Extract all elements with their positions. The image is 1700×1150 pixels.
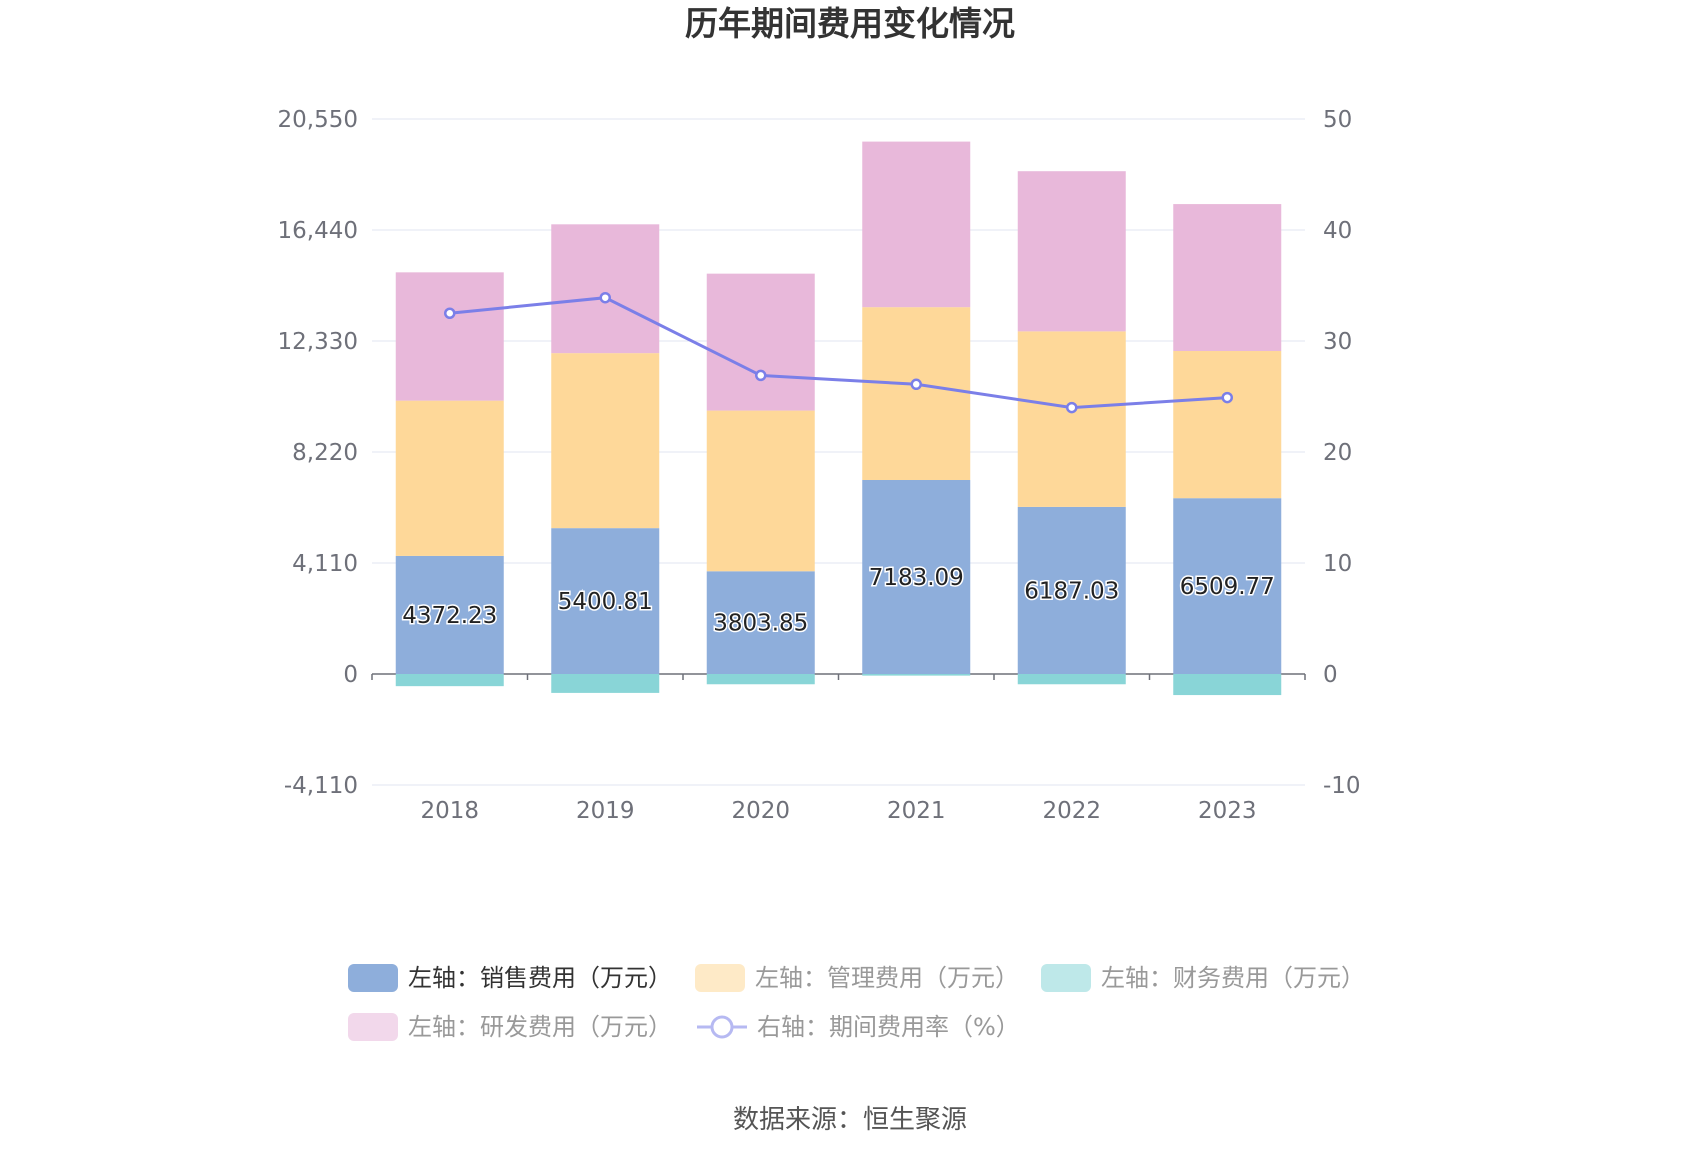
- bar-labels: 4372.23 5400.81 3803.85 7183.09 6187.03 6509.…: [401, 564, 1277, 639]
- bar-segment-s3-2019: [551, 224, 660, 354]
- legend-label: 右轴：期间费用率（%）: [757, 1013, 1020, 1041]
- legend-item[interactable]: 左轴：管理费用（万元）: [695, 964, 1019, 992]
- bar-segment-s0-2022: [1017, 506, 1126, 674]
- bar-segment-s2-2020: [706, 674, 815, 685]
- left-tick-label: 8,220: [292, 440, 358, 466]
- legend-label: 左轴：销售费用（万元）: [408, 964, 672, 992]
- rate-point-2019: [599, 291, 611, 304]
- bar-segment-s1-2020: [706, 410, 815, 572]
- bar-segment-s0-2023: [1173, 498, 1282, 674]
- right-tick-label: 10: [1323, 551, 1352, 577]
- bar-segment-s1-2022: [1017, 331, 1126, 507]
- x-axis: 2018 2019 2020 2021 2022 2023: [371, 674, 1306, 824]
- x-tick-label: 2023: [1198, 798, 1257, 824]
- chart-title: 历年期间费用变化情况: [685, 4, 1015, 43]
- bar-value-label: 6187.03: [1024, 578, 1119, 604]
- rate-point-2022: [1066, 401, 1078, 414]
- left-tick-label: 20,550: [278, 107, 358, 133]
- bar-segment-s1-2018: [395, 400, 504, 556]
- legend-item[interactable]: 左轴：财务费用（万元）: [1041, 964, 1365, 992]
- rate-point-2023: [1221, 391, 1233, 404]
- rate-point-2018: [444, 307, 456, 319]
- right-tick-label: 40: [1323, 218, 1352, 244]
- bar-value-label: 6509.77: [1180, 574, 1275, 600]
- bar-segment-s0-2019: [551, 528, 660, 674]
- bar-segment-s0-2018: [395, 555, 504, 674]
- bar-segment-s1-2019: [551, 353, 660, 529]
- bar-value-label: 4372.23: [402, 603, 497, 629]
- bar-segment-s1-2023: [1173, 350, 1282, 499]
- rate-line-path: [449, 296, 1228, 410]
- bar-segment-s0-2020: [706, 571, 815, 674]
- left-tick-label: -4,110: [284, 773, 358, 799]
- bar-segment-s2-2018: [395, 674, 504, 687]
- legend-item[interactable]: 左轴：研发费用（万元）: [348, 1013, 672, 1041]
- bar-segment-s3-2021: [862, 141, 971, 308]
- rate-point-2020: [755, 369, 767, 382]
- legend-swatch: [1041, 964, 1091, 992]
- left-tick-label: 12,330: [278, 329, 358, 355]
- rate-line: [444, 291, 1233, 414]
- right-axis: -10 0 10 20 30 40 50: [1323, 107, 1361, 799]
- rate-point-2021: [910, 378, 922, 391]
- bar-value-label: 5400.81: [558, 589, 653, 615]
- bar-segment-s3-2023: [1173, 204, 1282, 351]
- legend[interactable]: 左轴：销售费用（万元） 左轴：管理费用（万元） 左轴：财务费用（万元） 左轴：研发费用…: [348, 964, 1365, 1041]
- legend-item[interactable]: 右轴：期间费用率（%）: [697, 1013, 1020, 1041]
- legend-label: 左轴：财务费用（万元）: [1101, 964, 1365, 992]
- legend-swatch: [348, 964, 398, 992]
- right-tick-label: -10: [1323, 773, 1361, 799]
- left-axis: -4,110 0 4,110 8,220 12,330 16,440 20,550: [278, 107, 358, 799]
- left-tick-label: 0: [343, 662, 358, 688]
- bar-segment-s2-2022: [1017, 674, 1126, 685]
- legend-marker: [710, 1015, 734, 1039]
- left-tick-label: 4,110: [292, 551, 358, 577]
- bar-segment-s2-2021: [862, 674, 971, 676]
- legend-item[interactable]: 左轴：销售费用（万元）: [348, 964, 672, 992]
- right-tick-label: 0: [1323, 662, 1338, 688]
- bar-segment-s3-2018: [395, 272, 504, 401]
- bar-segment-s1-2021: [862, 307, 971, 481]
- legend-label: 左轴：研发费用（万元）: [408, 1013, 672, 1041]
- x-tick-label: 2019: [576, 798, 635, 824]
- legend-swatch: [348, 1013, 398, 1041]
- bar-segment-s2-2019: [551, 674, 660, 693]
- bar-segment-s3-2022: [1017, 171, 1126, 332]
- bar-value-label: 3803.85: [713, 611, 808, 637]
- left-tick-label: 16,440: [278, 218, 358, 244]
- x-tick-label: 2021: [887, 798, 946, 824]
- bars: [395, 141, 1282, 696]
- gridlines: [372, 118, 1305, 786]
- x-tick-label: 2020: [731, 798, 790, 824]
- data-source: 数据来源：恒生聚源: [733, 1105, 967, 1135]
- bar-value-label: 7183.09: [869, 565, 964, 591]
- bar-segment-s3-2020: [706, 273, 815, 411]
- right-tick-label: 30: [1323, 329, 1352, 355]
- right-tick-label: 50: [1323, 107, 1352, 133]
- bar-segment-s0-2021: [862, 480, 971, 674]
- bar-segment-s2-2023: [1173, 674, 1282, 696]
- x-tick-label: 2018: [420, 798, 479, 824]
- right-tick-label: 20: [1323, 440, 1352, 466]
- legend-label: 左轴：管理费用（万元）: [755, 964, 1019, 992]
- x-tick-label: 2022: [1042, 798, 1101, 824]
- legend-swatch: [695, 964, 745, 992]
